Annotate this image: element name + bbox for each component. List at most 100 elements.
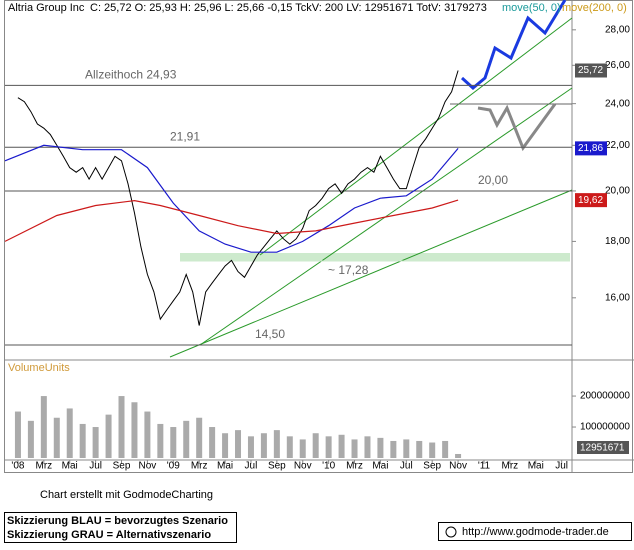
x-tick-label: Mrz [346,461,363,472]
legend-entry: move(50, 0) [502,2,561,14]
gray-scenario [477,103,557,152]
volume-bar [299,439,306,458]
copyright-icon [445,526,457,538]
last-value-box [575,63,607,78]
volume-bar [14,411,21,458]
note-blue: Skizzierung BLAU = bevorzugtes Szenario [7,515,228,527]
volume-bar [183,420,190,458]
x-tick-label: Sep [113,461,131,472]
volume-bar [286,436,293,458]
level-label: Allzeithoch 24,93 [85,68,177,82]
frame [4,0,633,473]
volume-bar [92,427,99,458]
last-value-label: 21,86 [578,143,603,154]
volume-bar [27,420,34,458]
y-tick-label: 18,00 [605,236,630,247]
volume-bar [416,440,423,458]
volume-bar [442,440,449,458]
volume-bar [403,439,410,458]
volume-bar [79,423,86,458]
volume-bar [118,396,125,458]
y-tick-label: 16,00 [605,292,630,303]
volume-bar [105,414,112,458]
x-tick-label: Sep [423,461,441,472]
x-tick-label: Jul [245,461,258,472]
volume-bar [312,433,319,458]
note-gray: Skizzierung GRAU = Alternativszenario [7,529,211,541]
level-label: 14,50 [255,327,285,341]
y-tick-label: 28,00 [605,24,630,35]
last-volume-box [577,441,629,454]
volume-bar [260,433,267,458]
volume-bar [157,423,164,458]
volume-bar [66,408,73,458]
volume-bar [273,430,280,458]
volume-bar [364,436,371,458]
x-tick-label: Jul [400,461,413,472]
volume-bar [144,411,151,458]
last-value-label: 25,72 [578,65,603,76]
x-tick-label: '11 [478,461,491,472]
x-tick-label: Mrz [191,461,208,472]
series-line [17,70,459,326]
header-title: Altria Group Inc [8,2,85,14]
x-tick-label: Sep [268,461,286,472]
zone-label: ~ 17,28 [328,263,369,277]
x-tick-label: Jul [555,461,568,472]
volume-bar [247,436,254,458]
y-tick-label: 24,00 [605,98,630,109]
series-line [4,199,459,242]
volume-bar [390,440,397,458]
y-tick-label: 20,00 [605,186,630,197]
blue-scenario [460,0,567,90]
x-tick-label: Mrz [502,461,519,472]
volume-bar [325,436,332,458]
last-value-label: 19,62 [578,195,603,206]
volume-bar [222,433,229,458]
x-tick-label: Mai [217,461,233,472]
x-tick-label: Nov [449,461,467,472]
y-tick-label: 26,00 [605,60,630,71]
volume-bar [235,430,242,458]
x-tick-label: Mrz [35,461,52,472]
volume-tick-label: 100000000 [580,422,630,433]
x-tick-label: Mai [528,461,544,472]
level-label: 21,91 [170,129,200,143]
volume-bar [53,417,60,458]
legend-entry: move(200, 0) [562,2,627,14]
url-box [438,522,632,541]
support-zone [180,253,570,261]
x-tick-label: '09 [167,461,180,472]
x-tick-label: '08 [11,461,24,472]
volume-bar [131,402,138,458]
trend-line [169,189,573,358]
volume-bar [429,442,436,458]
x-tick-label: Nov [138,461,156,472]
x-tick-label: Nov [294,461,312,472]
x-tick-label: '10 [322,461,335,472]
y-tick-label: 22,00 [605,140,630,151]
last-value-box [575,141,607,156]
series-line [4,144,459,253]
level-label: 20,00 [478,173,508,187]
volume-bar [351,439,358,458]
volume-bar [196,417,203,458]
url: http://www.godmode-trader.de [462,526,609,538]
volume-bar [455,453,462,458]
volume-bar [377,437,384,458]
x-tick-label: Jul [89,461,102,472]
volume-bar [338,434,345,458]
header-info: C: 25,72 O: 25,93 H: 25,96 L: 25,66 -0,1… [90,2,487,14]
credit: Chart erstellt mit GodmodeCharting [40,489,213,501]
note-box [4,512,237,543]
trend-line [259,17,573,256]
volume-title: VolumeUnits [8,362,70,374]
last-value-box [575,193,607,208]
last-volume-label: 12951671 [580,443,625,454]
volume-bar [40,396,47,458]
x-tick-label: Mai [372,461,388,472]
volume-bar [170,427,177,458]
volume-tick-label: 200000000 [580,391,630,402]
